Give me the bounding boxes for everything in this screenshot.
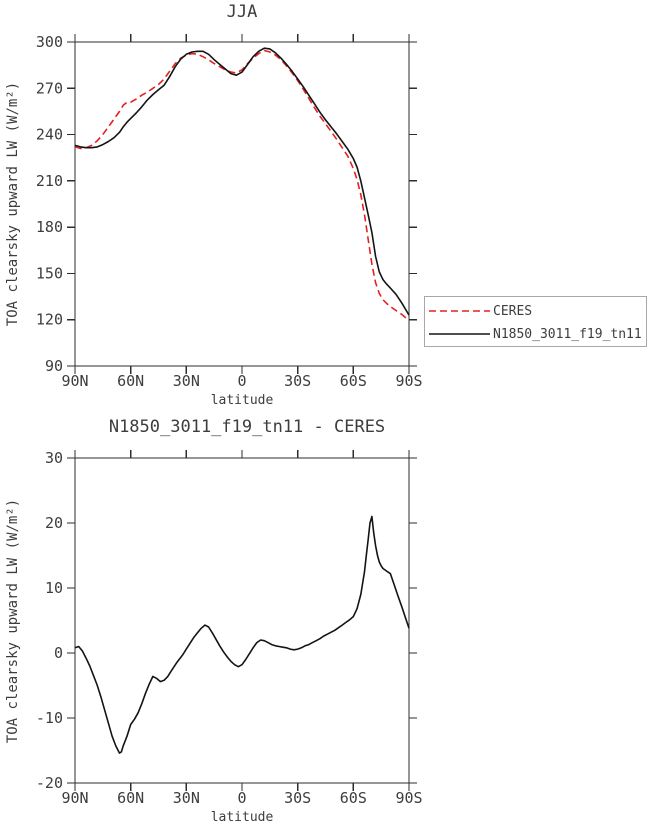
x-tick-label: 90N (61, 789, 88, 807)
bottom-plot-area: -20 -10 0 10 20 30 90N 60N 30N 0 30S 60S 90S (36, 449, 423, 807)
y-tick-label: 150 (36, 264, 63, 282)
x-tick-label: 30S (284, 372, 311, 390)
plot-frame (74, 41, 410, 367)
y-tick-label: 20 (45, 514, 63, 532)
top-chart-y-axis-label: TOA clearsky upward LW (W/m²) (5, 82, 21, 326)
y-tick-label: 120 (36, 311, 63, 329)
y-tick-label: 180 (36, 218, 63, 236)
y-tick-label: 0 (54, 644, 63, 662)
x-tick-label: 0 (237, 372, 246, 390)
y-tick-label: 270 (36, 79, 63, 97)
series-line-difference (74, 515, 410, 754)
plot-frame (74, 457, 410, 784)
series-line-CERES (74, 49, 410, 322)
legend-box (424, 296, 647, 347)
x-tick-label: 60N (117, 372, 144, 390)
top-chart-title: JJA (227, 2, 258, 22)
x-tick-label: 30N (173, 789, 200, 807)
top-chart-x-axis-label: latitude (211, 393, 274, 408)
y-tick-label: -20 (36, 774, 63, 792)
legend: CERES N1850_3011_f19_tn11 (424, 296, 647, 347)
bottom-chart-y-axis-label: TOA clearsky upward LW (W/m²) (5, 499, 21, 743)
legend-label-model: N1850_3011_f19_tn11 (493, 327, 642, 342)
y-tick-label: 300 (36, 33, 63, 51)
bottom-chart-title: N1850_3011_f19_tn11 - CERES (109, 417, 385, 437)
x-tick-label: 0 (237, 789, 246, 807)
y-tick-label: 30 (45, 449, 63, 467)
x-tick-label: 90S (395, 372, 422, 390)
x-tick-label: 60S (340, 372, 367, 390)
series-line-N1850_3011_f19_tn11 (74, 47, 410, 316)
x-tick-label: 30S (284, 789, 311, 807)
top-plot-area: 90 120 150 180 210 240 270 300 90N 60N 30N 0 30S 60S 9… (36, 33, 423, 390)
y-tick-label: 210 (36, 172, 63, 190)
x-tick-label: 90N (61, 372, 88, 390)
x-tick-label: 60N (117, 789, 144, 807)
x-tick-label: 60S (340, 789, 367, 807)
top-chart: JJA TOA clearsky upward LW (W/m²) latitu… (5, 2, 647, 408)
bottom-chart-x-axis-label: latitude (211, 810, 274, 825)
x-tick-label: 30N (173, 372, 200, 390)
x-tick-label: 90S (395, 789, 422, 807)
bottom-chart: N1850_3011_f19_tn11 - CERES TOA clearsky… (5, 417, 423, 825)
y-tick-label: -10 (36, 709, 63, 727)
legend-label-ceres: CERES (493, 304, 532, 319)
y-tick-label: 10 (45, 579, 63, 597)
y-tick-label: 90 (45, 357, 63, 375)
y-tick-label: 240 (36, 126, 63, 144)
